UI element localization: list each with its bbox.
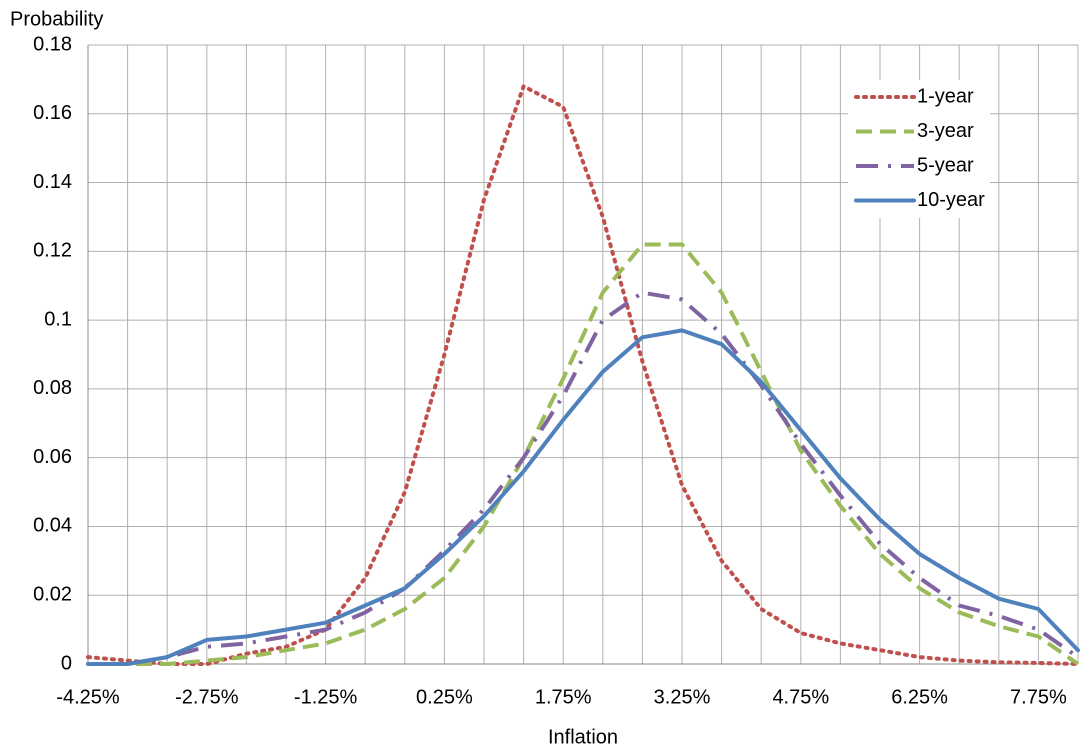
y-tick-label: 0.1 (44, 308, 72, 330)
x-tick-label: -2.75% (175, 686, 239, 708)
x-axis-title: Inflation (548, 726, 618, 748)
series-line (88, 242, 1080, 666)
legend-box (848, 80, 990, 218)
x-tick-label: 7.75% (1010, 686, 1067, 708)
y-tick-label: 0.04 (33, 515, 72, 537)
x-tick-label: -1.25% (294, 686, 358, 708)
y-tick-label: 0.16 (33, 102, 72, 124)
legend-label: 10-year (917, 189, 985, 211)
x-tick-label: 6.25% (891, 686, 948, 708)
x-tick-label: -4.25% (56, 686, 120, 708)
x-tick-label: 4.75% (772, 686, 829, 708)
legend-label: 5-year (917, 154, 974, 176)
x-tick-label: 3.25% (654, 686, 711, 708)
y-tick-label: 0.02 (33, 584, 72, 606)
legend-label: 3-year (917, 120, 974, 142)
y-tick-label: 0.08 (33, 377, 72, 399)
x-tick-label: 0.25% (416, 686, 473, 708)
y-axis-title: Probability (10, 8, 103, 30)
series-line (86, 84, 1080, 666)
y-tick-label: 0.14 (33, 171, 72, 193)
series-line (88, 290, 1080, 666)
y-tick-label: 0 (61, 652, 72, 674)
x-tick-label: 1.75% (535, 686, 592, 708)
legend-label: 1-year (917, 85, 974, 107)
y-tick-label: 0.18 (33, 33, 72, 55)
y-tick-label: 0.06 (33, 446, 72, 468)
y-tick-label: 0.12 (33, 240, 72, 262)
series-line (86, 328, 1080, 666)
